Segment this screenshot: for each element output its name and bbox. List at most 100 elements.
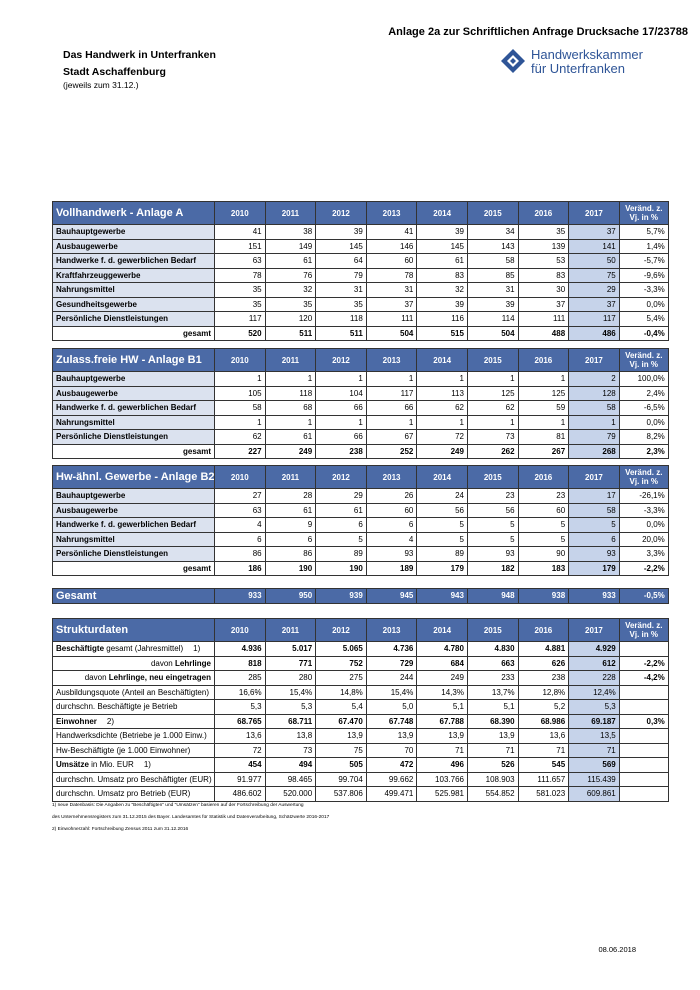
year-header: 2016 (517, 465, 570, 489)
logo-icon (501, 49, 525, 73)
cell-value: 117 (365, 385, 418, 401)
cell-change (618, 771, 669, 787)
cell-value: 79 (315, 267, 367, 283)
cell-change: -26,1% (618, 488, 669, 504)
total-row: gesamt 520 511 511 504 515 504 488 486 -0,4% (52, 325, 669, 341)
cell-value: 179 (568, 560, 620, 576)
cell-value: 60 (365, 253, 418, 269)
cell-value: 39 (466, 296, 519, 312)
year-header: 2014 (416, 348, 468, 372)
total-row: gesamt 227 249 238 252 249 262 267 268 2,3% (52, 443, 669, 459)
year-header: 2017 (568, 201, 620, 225)
row-label: Persönliche Dienstleistungen (52, 546, 215, 562)
cell-value: 41 (214, 224, 266, 240)
data-row: Handwerke f. d. gewerblichen Bedarf 58 68 6… (52, 400, 669, 416)
cell-value: 1 (466, 371, 519, 387)
cell-change: -0,4% (618, 325, 669, 341)
cell-value: 68.390 (466, 713, 519, 729)
cell-value: 71 (466, 742, 519, 758)
data-row: Bauhauptgewerbe 41 38 39 41 39 34 35 37 5,7% (52, 224, 669, 240)
cell-value: 275 (315, 670, 367, 686)
change-header-line: Veränd. z. (625, 468, 663, 477)
change-header-line: Vj. in % (629, 477, 658, 486)
label-text: in Mio. EUR (88, 760, 134, 770)
data-table: Hw-ähnl. Gewerbe - Anlage B2 2010 2011 2012… (52, 465, 669, 576)
cell-change: 0,0% (618, 517, 669, 533)
cell-value: 249 (264, 443, 317, 459)
cell-change: -2,2% (618, 560, 669, 576)
year-header: 2010 (214, 201, 266, 225)
cell-value: 1 (517, 414, 570, 430)
cell-value: 1 (466, 414, 519, 430)
cell-change: -3,3% (618, 282, 669, 298)
year-header: 2011 (264, 348, 317, 372)
row-label: Ausbaugewerbe (52, 238, 215, 254)
year-header: 2013 (365, 201, 418, 225)
cell-value: 5 (416, 531, 468, 547)
cell-value: 189 (365, 560, 418, 576)
cell-value: 5,3 (214, 699, 266, 715)
footnote: des Unternehmensregisters zum 31.12.2015… (52, 815, 330, 820)
cell-value: 64 (315, 253, 367, 269)
cell-value: 72 (416, 429, 468, 445)
cell-change: 0,3% (618, 713, 669, 729)
cell-value: 56 (466, 502, 519, 518)
cell-value: 39 (416, 296, 468, 312)
cell-value: 12,4% (568, 684, 620, 700)
grand-total-row: Gesamt 933 950 939 945 943 948 938 933 -0,5% (52, 588, 669, 604)
cell-value: 5,2 (517, 699, 570, 715)
cell-value: 67.748 (365, 713, 418, 729)
cell-value: 60 (517, 502, 570, 518)
data-row: Beschäftigte gesamt (Jahresmittel) 1) 4.93… (52, 641, 669, 657)
row-label: Nahrungsmittel (52, 414, 215, 430)
cell-value: 29 (568, 282, 620, 298)
cell-value: 13,6 (517, 728, 570, 744)
cell-change (618, 641, 669, 657)
cell-value: 472 (365, 757, 418, 773)
data-row: Bauhauptgewerbe 1 1 1 1 1 1 1 2 100,0% (52, 371, 669, 387)
cell-value: 6 (315, 517, 367, 533)
cell-value: 69.187 (568, 713, 620, 729)
cell-value: 35 (264, 296, 317, 312)
cell-value: 609.861 (568, 786, 620, 802)
cell-value: 12,8% (517, 684, 570, 700)
data-row: durchschn. Umsatz pro Betrieb (EUR) 486.6… (52, 786, 669, 802)
year-header: 2010 (214, 618, 266, 642)
cell-value: 13,8 (264, 728, 317, 744)
cell-value: 71 (517, 742, 570, 758)
cell-change: 0,0% (618, 414, 669, 430)
cell-value: 61 (416, 253, 468, 269)
cell-value: 537.806 (315, 786, 367, 802)
cell-value: 62 (416, 400, 468, 416)
top-note: Anlage 2a zur Schriftlichen Anfrage Druc… (388, 26, 688, 38)
cell-change: -3,3% (618, 502, 669, 518)
cell-value: 16,6% (214, 684, 266, 700)
cell-value: 30 (517, 282, 570, 298)
cell-value: 6 (568, 531, 620, 547)
grand-total-label: Gesamt (52, 588, 215, 604)
cell-value: 268 (568, 443, 620, 459)
cell-value: 73 (466, 429, 519, 445)
row-label: davon Lehrlinge (52, 655, 215, 671)
cell-value: 486 (568, 325, 620, 341)
row-label: durchschn. Umsatz pro Betrieb (EUR) (52, 786, 215, 802)
cell-value: 13,6 (214, 728, 266, 744)
cell-value: 5 (568, 517, 620, 533)
cell-value: 1 (214, 371, 266, 387)
label-strong: Lehrlinge, neu eingetragen (108, 673, 211, 683)
total-table: Gesamt 933 950 939 945 943 948 938 933 -0,5% (52, 588, 669, 604)
year-header: 2010 (214, 348, 266, 372)
cell-value: 179 (416, 560, 468, 576)
year-header: 2012 (315, 201, 367, 225)
cell-value: 13,9 (315, 728, 367, 744)
change-header-line: Veränd. z. (625, 621, 663, 630)
row-label: Persönliche Dienstleistungen (52, 311, 215, 327)
cell-value: 31 (365, 282, 418, 298)
cell-value: 15,4% (264, 684, 317, 700)
cell-value: 285 (214, 670, 266, 686)
cell-change (618, 786, 669, 802)
change-header-line: Vj. in % (629, 213, 658, 222)
year-header: 2015 (466, 465, 519, 489)
cell-value: 61 (264, 502, 317, 518)
cell-value: 37 (568, 224, 620, 240)
